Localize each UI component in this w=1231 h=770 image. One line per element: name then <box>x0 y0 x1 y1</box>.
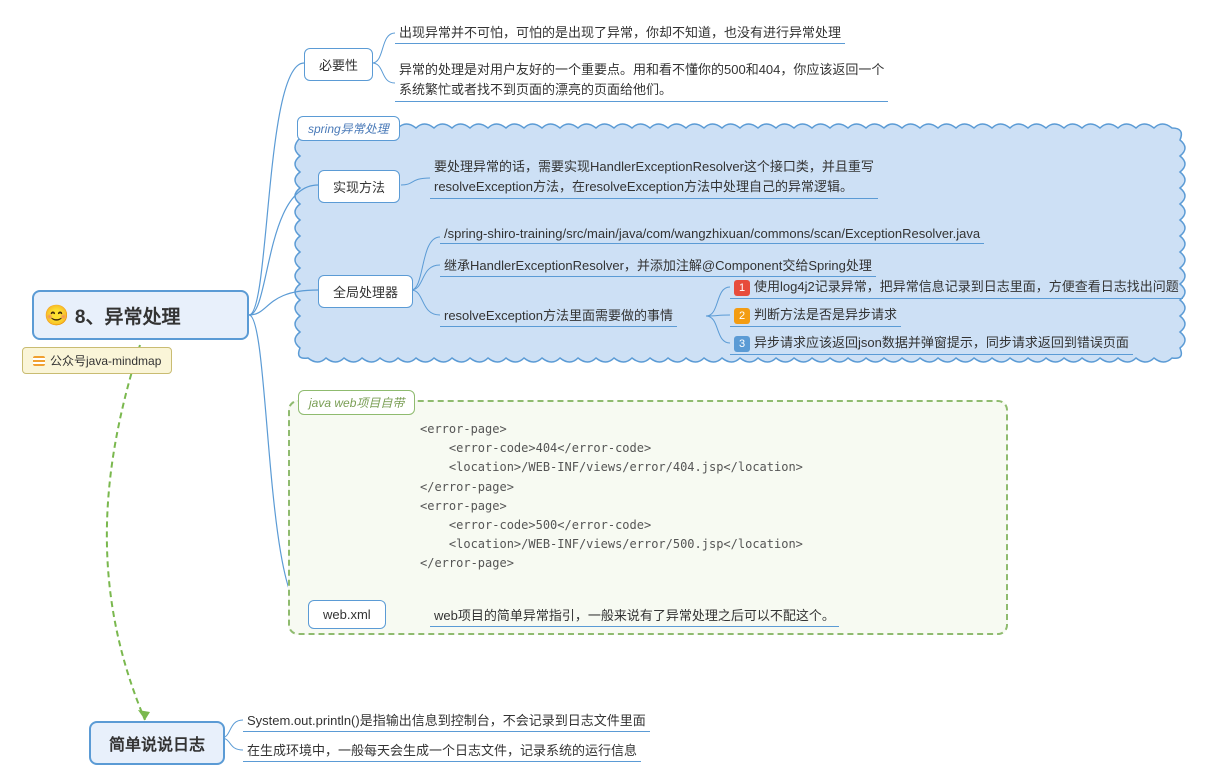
global-item3: 3异步请求应该返回json数据并弹窗提示，同步请求返回到错误页面 <box>730 330 1133 355</box>
badge-1-icon: 1 <box>734 280 750 296</box>
webxml-desc: web项目的简单异常指引，一般来说有了异常处理之后可以不配这个。 <box>430 603 839 627</box>
webxml-node[interactable]: web.xml <box>308 600 386 629</box>
code-block: <error-page> <error-code>404</error-code… <box>420 420 803 574</box>
global-node[interactable]: 全局处理器 <box>318 275 413 308</box>
necessity-leaf2: 异常的处理是对用户友好的一个重要点。用和看不懂你的500和404，你应该返回一个… <box>395 58 888 102</box>
smile-icon: 😊 <box>44 303 69 328</box>
necessity-leaf1: 出现异常并不可怕，可怕的是出现了异常，你却不知道，也没有进行异常处理 <box>395 20 845 44</box>
necessity-node[interactable]: 必要性 <box>304 48 373 81</box>
root-node[interactable]: 😊 8、异常处理 <box>32 290 249 340</box>
list-icon <box>33 356 45 366</box>
global-item2: 2判断方法是否是异步请求 <box>730 302 901 327</box>
badge-text: 公众号java-mindmap <box>50 352 161 369</box>
method-node[interactable]: 实现方法 <box>318 170 400 203</box>
badge-3-icon: 3 <box>734 336 750 352</box>
global-item1: 1使用log4j2记录异常，把异常信息记录到日志里面，方便查看日志找出问题 <box>730 274 1183 299</box>
root-title: 8、异常处理 <box>75 302 181 329</box>
author-badge: 公众号java-mindmap <box>22 347 172 374</box>
log-leaf1: System.out.println()是指输出信息到控制台，不会记录到日志文件… <box>243 708 650 732</box>
log-node[interactable]: 简单说说日志 <box>89 721 225 765</box>
javaweb-label: java web项目自带 <box>298 390 415 415</box>
global-path: /spring-shiro-training/src/main/java/com… <box>440 224 984 244</box>
badge-2-icon: 2 <box>734 308 750 324</box>
cloud-label: spring异常处理 <box>297 116 400 141</box>
log-leaf2: 在生成环境中，一般每天会生成一个日志文件，记录系统的运行信息 <box>243 738 641 762</box>
method-text: 要处理异常的话，需要实现HandlerExceptionResolver这个接口… <box>430 155 878 199</box>
global-todo: resolveException方法里面需要做的事情 <box>440 303 677 327</box>
